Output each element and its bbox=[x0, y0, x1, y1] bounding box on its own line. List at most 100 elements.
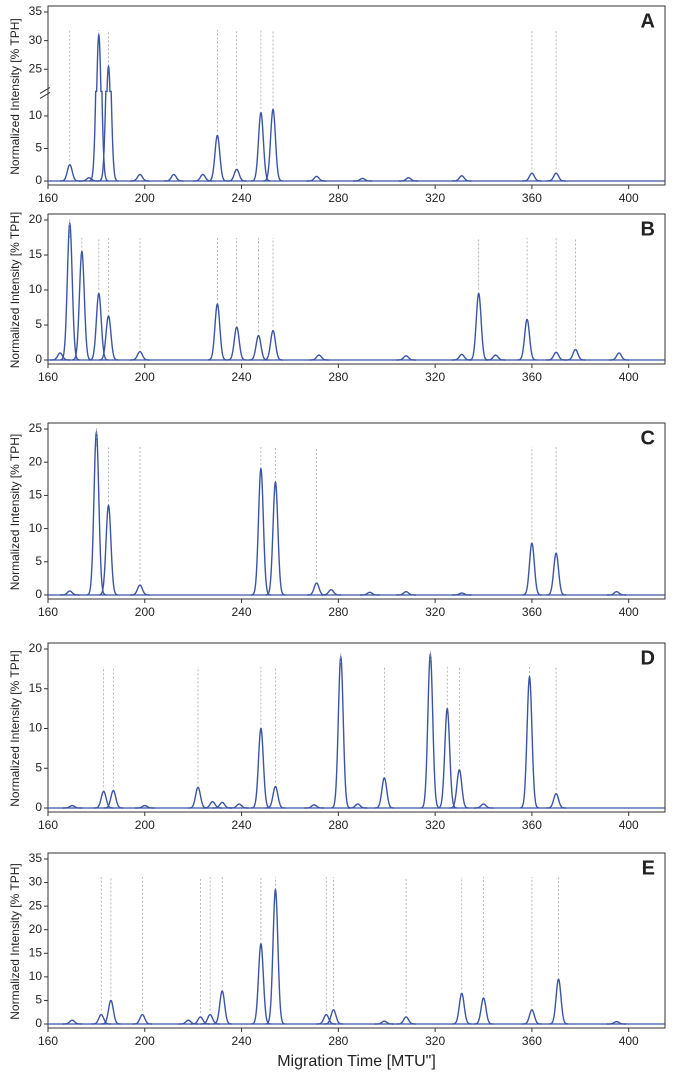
y-tick-label: 10 bbox=[29, 108, 43, 122]
y-tick-label: 30 bbox=[29, 33, 43, 47]
peak bbox=[306, 582, 327, 596]
y-tick-label: 5 bbox=[35, 993, 42, 1007]
x-tick-label: 160 bbox=[38, 1034, 58, 1048]
peak bbox=[374, 1020, 394, 1025]
peak bbox=[449, 768, 470, 809]
peak bbox=[89, 292, 109, 361]
y-tick-label: 5 bbox=[35, 760, 42, 774]
plot-frame bbox=[47, 642, 666, 813]
y-tick-label: 0 bbox=[35, 173, 42, 187]
y-tick-label: 10 bbox=[29, 282, 43, 296]
x-tick-label: 200 bbox=[135, 191, 155, 205]
peak bbox=[565, 348, 586, 361]
y-tick-label: 10 bbox=[29, 521, 43, 535]
peak bbox=[546, 172, 566, 182]
x-tick-label: 280 bbox=[328, 1034, 348, 1048]
y-axis-title: Normalized Intensity [% TPH] bbox=[8, 650, 22, 807]
peak bbox=[473, 803, 494, 809]
peak bbox=[251, 466, 271, 596]
y-axis-title: Normalized Intensity [% TPH] bbox=[8, 18, 22, 175]
x-tick-label: 200 bbox=[135, 370, 155, 384]
peak bbox=[164, 173, 184, 182]
x-tick-label: 240 bbox=[232, 1034, 252, 1048]
panel-letter: B bbox=[641, 218, 655, 240]
peak bbox=[200, 1013, 220, 1025]
peak bbox=[265, 887, 286, 1025]
x-tick-label: 200 bbox=[135, 605, 155, 619]
x-tick-label: 200 bbox=[135, 818, 155, 832]
x-tick-label: 240 bbox=[232, 191, 252, 205]
peak bbox=[207, 302, 228, 361]
peak bbox=[452, 353, 472, 361]
peak bbox=[452, 992, 472, 1025]
y-tick-label: 5 bbox=[35, 317, 42, 331]
plot-frame bbox=[47, 422, 666, 600]
x-tick-label: 240 bbox=[232, 818, 252, 832]
x-tick-label: 280 bbox=[328, 370, 348, 384]
peak bbox=[265, 480, 286, 596]
peak bbox=[101, 999, 121, 1025]
x-tick-label: 360 bbox=[522, 191, 542, 205]
peak bbox=[437, 707, 457, 809]
peak bbox=[452, 592, 472, 596]
peak bbox=[207, 134, 228, 182]
x-tick-label: 400 bbox=[619, 191, 639, 205]
x-tick-label: 360 bbox=[522, 1034, 542, 1048]
peak bbox=[50, 352, 70, 361]
peak bbox=[91, 1013, 111, 1025]
peak bbox=[609, 352, 629, 361]
y-tick-label: 0 bbox=[35, 587, 42, 601]
y-tick-label: 5 bbox=[35, 554, 42, 568]
peak bbox=[606, 590, 627, 596]
y-tick-label: 0 bbox=[35, 352, 42, 366]
x-tick-label: 400 bbox=[619, 370, 639, 384]
peak bbox=[93, 790, 114, 809]
peak bbox=[396, 355, 416, 361]
peak bbox=[98, 64, 119, 182]
peak bbox=[473, 997, 494, 1025]
x-tick-label: 320 bbox=[425, 1034, 445, 1048]
peak bbox=[468, 292, 489, 361]
y-axis-title: Normalized Intensity [% TPH] bbox=[8, 863, 22, 1020]
peak bbox=[606, 1020, 627, 1025]
panel-letter: C bbox=[641, 427, 655, 449]
peak bbox=[188, 786, 208, 809]
x-tick-label: 160 bbox=[38, 191, 58, 205]
x-axis-title: Migration Time [MTU"] bbox=[277, 1053, 436, 1070]
peak bbox=[519, 674, 540, 809]
peak bbox=[548, 978, 569, 1025]
peak bbox=[227, 326, 247, 361]
y-tick-label: 20 bbox=[29, 454, 43, 468]
y-tick-label: 30 bbox=[29, 875, 43, 889]
peak bbox=[546, 351, 566, 361]
peak bbox=[306, 175, 327, 182]
x-tick-label: 280 bbox=[328, 191, 348, 205]
x-tick-label: 400 bbox=[619, 1034, 639, 1048]
peak bbox=[212, 990, 232, 1025]
x-tick-label: 280 bbox=[328, 818, 348, 832]
y-tick-label: 10 bbox=[29, 721, 43, 735]
axis-break bbox=[39, 87, 51, 99]
peak bbox=[98, 503, 119, 596]
peak bbox=[103, 789, 124, 809]
x-tick-label: 320 bbox=[425, 191, 445, 205]
x-tick-label: 240 bbox=[232, 605, 252, 619]
peak bbox=[62, 804, 82, 809]
peak bbox=[309, 354, 329, 361]
x-tick-label: 160 bbox=[38, 370, 58, 384]
peak bbox=[263, 329, 283, 361]
y-tick-label: 35 bbox=[29, 4, 43, 18]
peak bbox=[98, 314, 119, 361]
plot-frame bbox=[47, 5, 666, 186]
peak bbox=[263, 108, 283, 182]
peak bbox=[251, 111, 271, 182]
y-tick-label: 15 bbox=[29, 247, 43, 261]
peak bbox=[251, 942, 271, 1025]
x-tick-label: 360 bbox=[522, 370, 542, 384]
peak bbox=[348, 803, 368, 809]
peak bbox=[517, 318, 537, 361]
y-tick-label: 0 bbox=[35, 800, 42, 814]
peak bbox=[316, 1013, 336, 1025]
peak bbox=[485, 354, 506, 361]
